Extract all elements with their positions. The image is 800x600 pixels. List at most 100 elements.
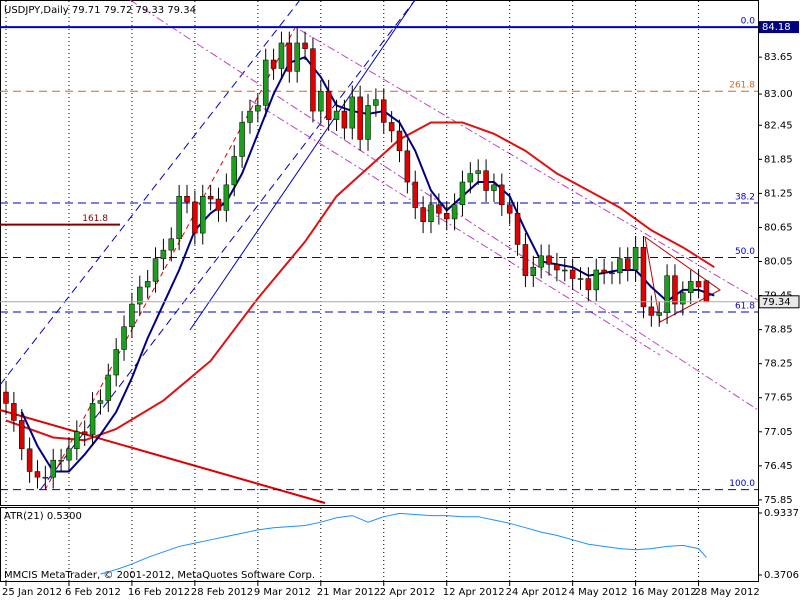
x-tick-label: 9 Mar 2012 xyxy=(254,587,311,598)
candle-body xyxy=(184,195,190,203)
candle-body xyxy=(420,207,426,223)
y-tick-label: 83.65 xyxy=(764,52,793,63)
x-tick-label: 2 Apr 2012 xyxy=(380,587,435,598)
candle-body xyxy=(530,266,537,276)
candle-body xyxy=(499,184,505,205)
atr-line xyxy=(100,512,707,575)
candle-body xyxy=(680,292,686,305)
fib-label: 38.2 xyxy=(735,193,755,203)
candle-body xyxy=(137,286,143,305)
candle-body xyxy=(569,269,576,279)
y-tick-label: 80.05 xyxy=(764,257,793,268)
candle-body xyxy=(144,281,151,288)
trendline xyxy=(44,27,296,491)
candle-body xyxy=(113,349,119,376)
fib-label: 100.0 xyxy=(729,479,755,489)
y-tick-label: 77.65 xyxy=(764,393,793,404)
level-box xyxy=(759,21,799,34)
candle-body xyxy=(577,278,584,280)
candle-body xyxy=(475,170,481,174)
candle-body xyxy=(554,264,560,271)
trendline xyxy=(189,0,416,331)
candle-body xyxy=(467,173,474,183)
candle-body xyxy=(514,213,521,245)
fib-label: 50.0 xyxy=(735,247,755,257)
candle-body xyxy=(318,90,324,112)
x-tick-label: 12 Apr 2012 xyxy=(443,587,505,598)
candle-body xyxy=(294,42,300,72)
candle-body xyxy=(357,96,363,140)
x-tick-label: 16 May 2012 xyxy=(632,587,697,598)
candle-body xyxy=(664,275,670,313)
candle-body xyxy=(74,431,80,450)
candle-body xyxy=(223,184,230,211)
candle-body xyxy=(491,184,497,191)
candle-body xyxy=(506,204,513,214)
candle-body xyxy=(97,400,104,404)
candle-body xyxy=(302,42,308,49)
candle-body xyxy=(200,195,206,234)
footer: MMCIS MetaTrader, © 2001-2012, MetaQuote… xyxy=(4,570,315,581)
candle-body xyxy=(3,391,9,404)
candle-body xyxy=(239,122,245,157)
candle-body xyxy=(231,156,237,186)
price-box xyxy=(758,295,800,309)
candle-body xyxy=(538,255,544,268)
main-panel xyxy=(0,0,759,506)
y-tick-label: 81.25 xyxy=(764,188,793,199)
trendline xyxy=(0,409,326,504)
candle-body xyxy=(562,269,568,272)
candle-body xyxy=(388,122,395,132)
candle-body xyxy=(160,249,167,259)
trendline xyxy=(0,0,301,386)
y-tick-label: 75.85 xyxy=(764,495,793,506)
candle-body xyxy=(192,201,198,234)
candle-body xyxy=(436,204,442,214)
x-tick-label: 21 Mar 2012 xyxy=(317,587,380,598)
candle-body xyxy=(325,90,332,120)
candle-body xyxy=(333,110,340,120)
candle-body xyxy=(609,272,615,275)
x-tick-label: 28 Feb 2012 xyxy=(191,587,253,598)
candle-body xyxy=(640,247,647,308)
candle-body xyxy=(585,278,592,291)
candle-body xyxy=(11,403,17,421)
y-tick-label: 77.05 xyxy=(764,427,793,438)
candle-body xyxy=(89,403,96,435)
candle-body xyxy=(105,374,112,401)
x-tick-label: 28 May 2012 xyxy=(695,587,760,598)
y-tick-label: 81.85 xyxy=(764,154,793,165)
candle-body xyxy=(247,110,253,123)
price-box-label: 79.34 xyxy=(762,297,791,308)
candle-body xyxy=(42,476,49,479)
chart-title: USDJPY,Daily 79.71 79.72 79.33 79.34 xyxy=(4,5,196,16)
candle-body xyxy=(365,105,371,140)
candle-body xyxy=(255,105,261,112)
candle-body xyxy=(656,312,662,316)
candle-body xyxy=(687,281,694,293)
y-tick-label: 82.45 xyxy=(764,120,793,131)
y-tick-label: 78.85 xyxy=(764,325,793,336)
y-tick-label: 76.45 xyxy=(764,461,793,472)
x-tick-label: 4 May 2012 xyxy=(569,587,628,598)
candle-body xyxy=(483,170,489,191)
fib-label: 261.8 xyxy=(729,81,755,91)
trendline xyxy=(39,0,416,491)
candle-body xyxy=(129,303,135,328)
candle-body xyxy=(381,99,387,123)
candle-body xyxy=(121,326,127,350)
level-box-label: 84.18 xyxy=(762,22,791,33)
fib-label: 0.0 xyxy=(741,17,756,27)
candle-body xyxy=(428,204,434,223)
trendline xyxy=(299,29,759,301)
candle-body xyxy=(373,99,379,106)
candle-body xyxy=(451,204,458,220)
candle-body xyxy=(270,59,277,69)
candle-body xyxy=(443,213,450,220)
candle-body xyxy=(349,96,356,129)
candle-body xyxy=(648,306,655,316)
candle-body xyxy=(404,150,411,183)
candle-body xyxy=(34,471,41,478)
